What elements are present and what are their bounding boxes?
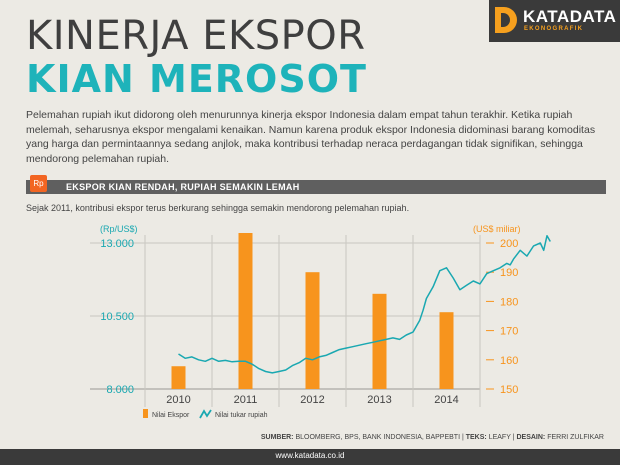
- design-credit-label: DESAIN:: [516, 434, 546, 441]
- left-tick-label: 8.000: [106, 384, 134, 396]
- chart-legend: Nilai Ekspor Nilai tukar rupiah: [143, 409, 268, 419]
- left-tick-label: 10.500: [100, 311, 134, 323]
- section-title: EKSPOR KIAN RENDAH, RUPIAH SEMAKIN LEMAH: [66, 182, 300, 192]
- rupiah-icon: Rp: [30, 175, 47, 192]
- x-tick-label-2013: 2013: [367, 394, 391, 406]
- export-rupiah-chart: (Rp/US$) 13.000 10.500 8.000 (US$ miliar) 200…: [90, 224, 551, 419]
- rupiah-line: [178, 234, 551, 374]
- legend-bar-label: Nilai Ekspor: [152, 412, 190, 419]
- rupiah-series-line: [178, 234, 551, 374]
- logo-name: KATADATA: [523, 7, 617, 26]
- right-tick-label: 190: [500, 267, 518, 279]
- export-bar-2012: [305, 272, 320, 389]
- logo-d-icon: [495, 7, 517, 33]
- export-bars: [171, 233, 454, 389]
- text-credit-label: TEKS:: [465, 434, 487, 441]
- legend-line-label: Nilai tukar rupiah: [215, 412, 268, 419]
- right-tick-label: 200: [500, 238, 518, 250]
- legend-line-swatch: [199, 409, 212, 419]
- export-bar-2011: [238, 233, 253, 389]
- source-label: SUMBER:: [260, 434, 294, 441]
- left-tick-label: 13.000: [100, 238, 134, 250]
- source-value: BLOOMBERG, BPS, BANK INDONESIA, BAPPEBTI: [295, 434, 461, 441]
- right-axis-unit: (US$ miliar): [473, 224, 521, 234]
- x-tick-label-2011: 2011: [234, 394, 258, 406]
- page-subtitle: KIAN MEROSOT: [26, 57, 367, 101]
- chart-caption: Sejak 2011, kontribusi ekspor terus berk…: [26, 203, 410, 213]
- page-title: KINERJA EKSPOR: [26, 13, 366, 59]
- left-axis-unit: (Rp/US$): [100, 224, 138, 234]
- right-tick-label: 160: [500, 355, 518, 367]
- x-tick-label-2014: 2014: [434, 394, 458, 406]
- right-tick-label: 180: [500, 296, 518, 308]
- axis-ticks: (Rp/US$) 13.000 10.500 8.000 (US$ miliar) 200…: [100, 224, 521, 406]
- legend-bar-swatch: [143, 409, 148, 418]
- text-credit-value: LEAFY: [488, 434, 511, 441]
- sources-line: SUMBER: BLOOMBERG, BPS, BANK INDONESIA, …: [260, 434, 604, 441]
- section-header: EKSPOR KIAN RENDAH, RUPIAH SEMAKIN LEMAH: [26, 180, 606, 194]
- x-tick-label-2012: 2012: [300, 394, 324, 406]
- x-tick-label-2010: 2010: [166, 394, 190, 406]
- logo-sub: EKONOGRAFIK: [524, 26, 584, 32]
- footer-url[interactable]: www.katadata.co.id: [275, 451, 345, 460]
- intro-paragraph: Pelemahan rupiah ikut didorong oleh menu…: [26, 109, 596, 165]
- footer-bar: www.katadata.co.id: [0, 449, 620, 465]
- chart-grid: [90, 235, 494, 407]
- right-tick-label: 170: [500, 326, 518, 338]
- design-credit-value: FERRI ZULFIKAR: [547, 434, 604, 441]
- export-bar-2014: [439, 312, 454, 389]
- katadata-logo[interactable]: KATADATA EKONOGRAFIK: [489, 0, 620, 42]
- export-bar-2010: [171, 366, 186, 389]
- right-tick-label: 150: [500, 384, 518, 396]
